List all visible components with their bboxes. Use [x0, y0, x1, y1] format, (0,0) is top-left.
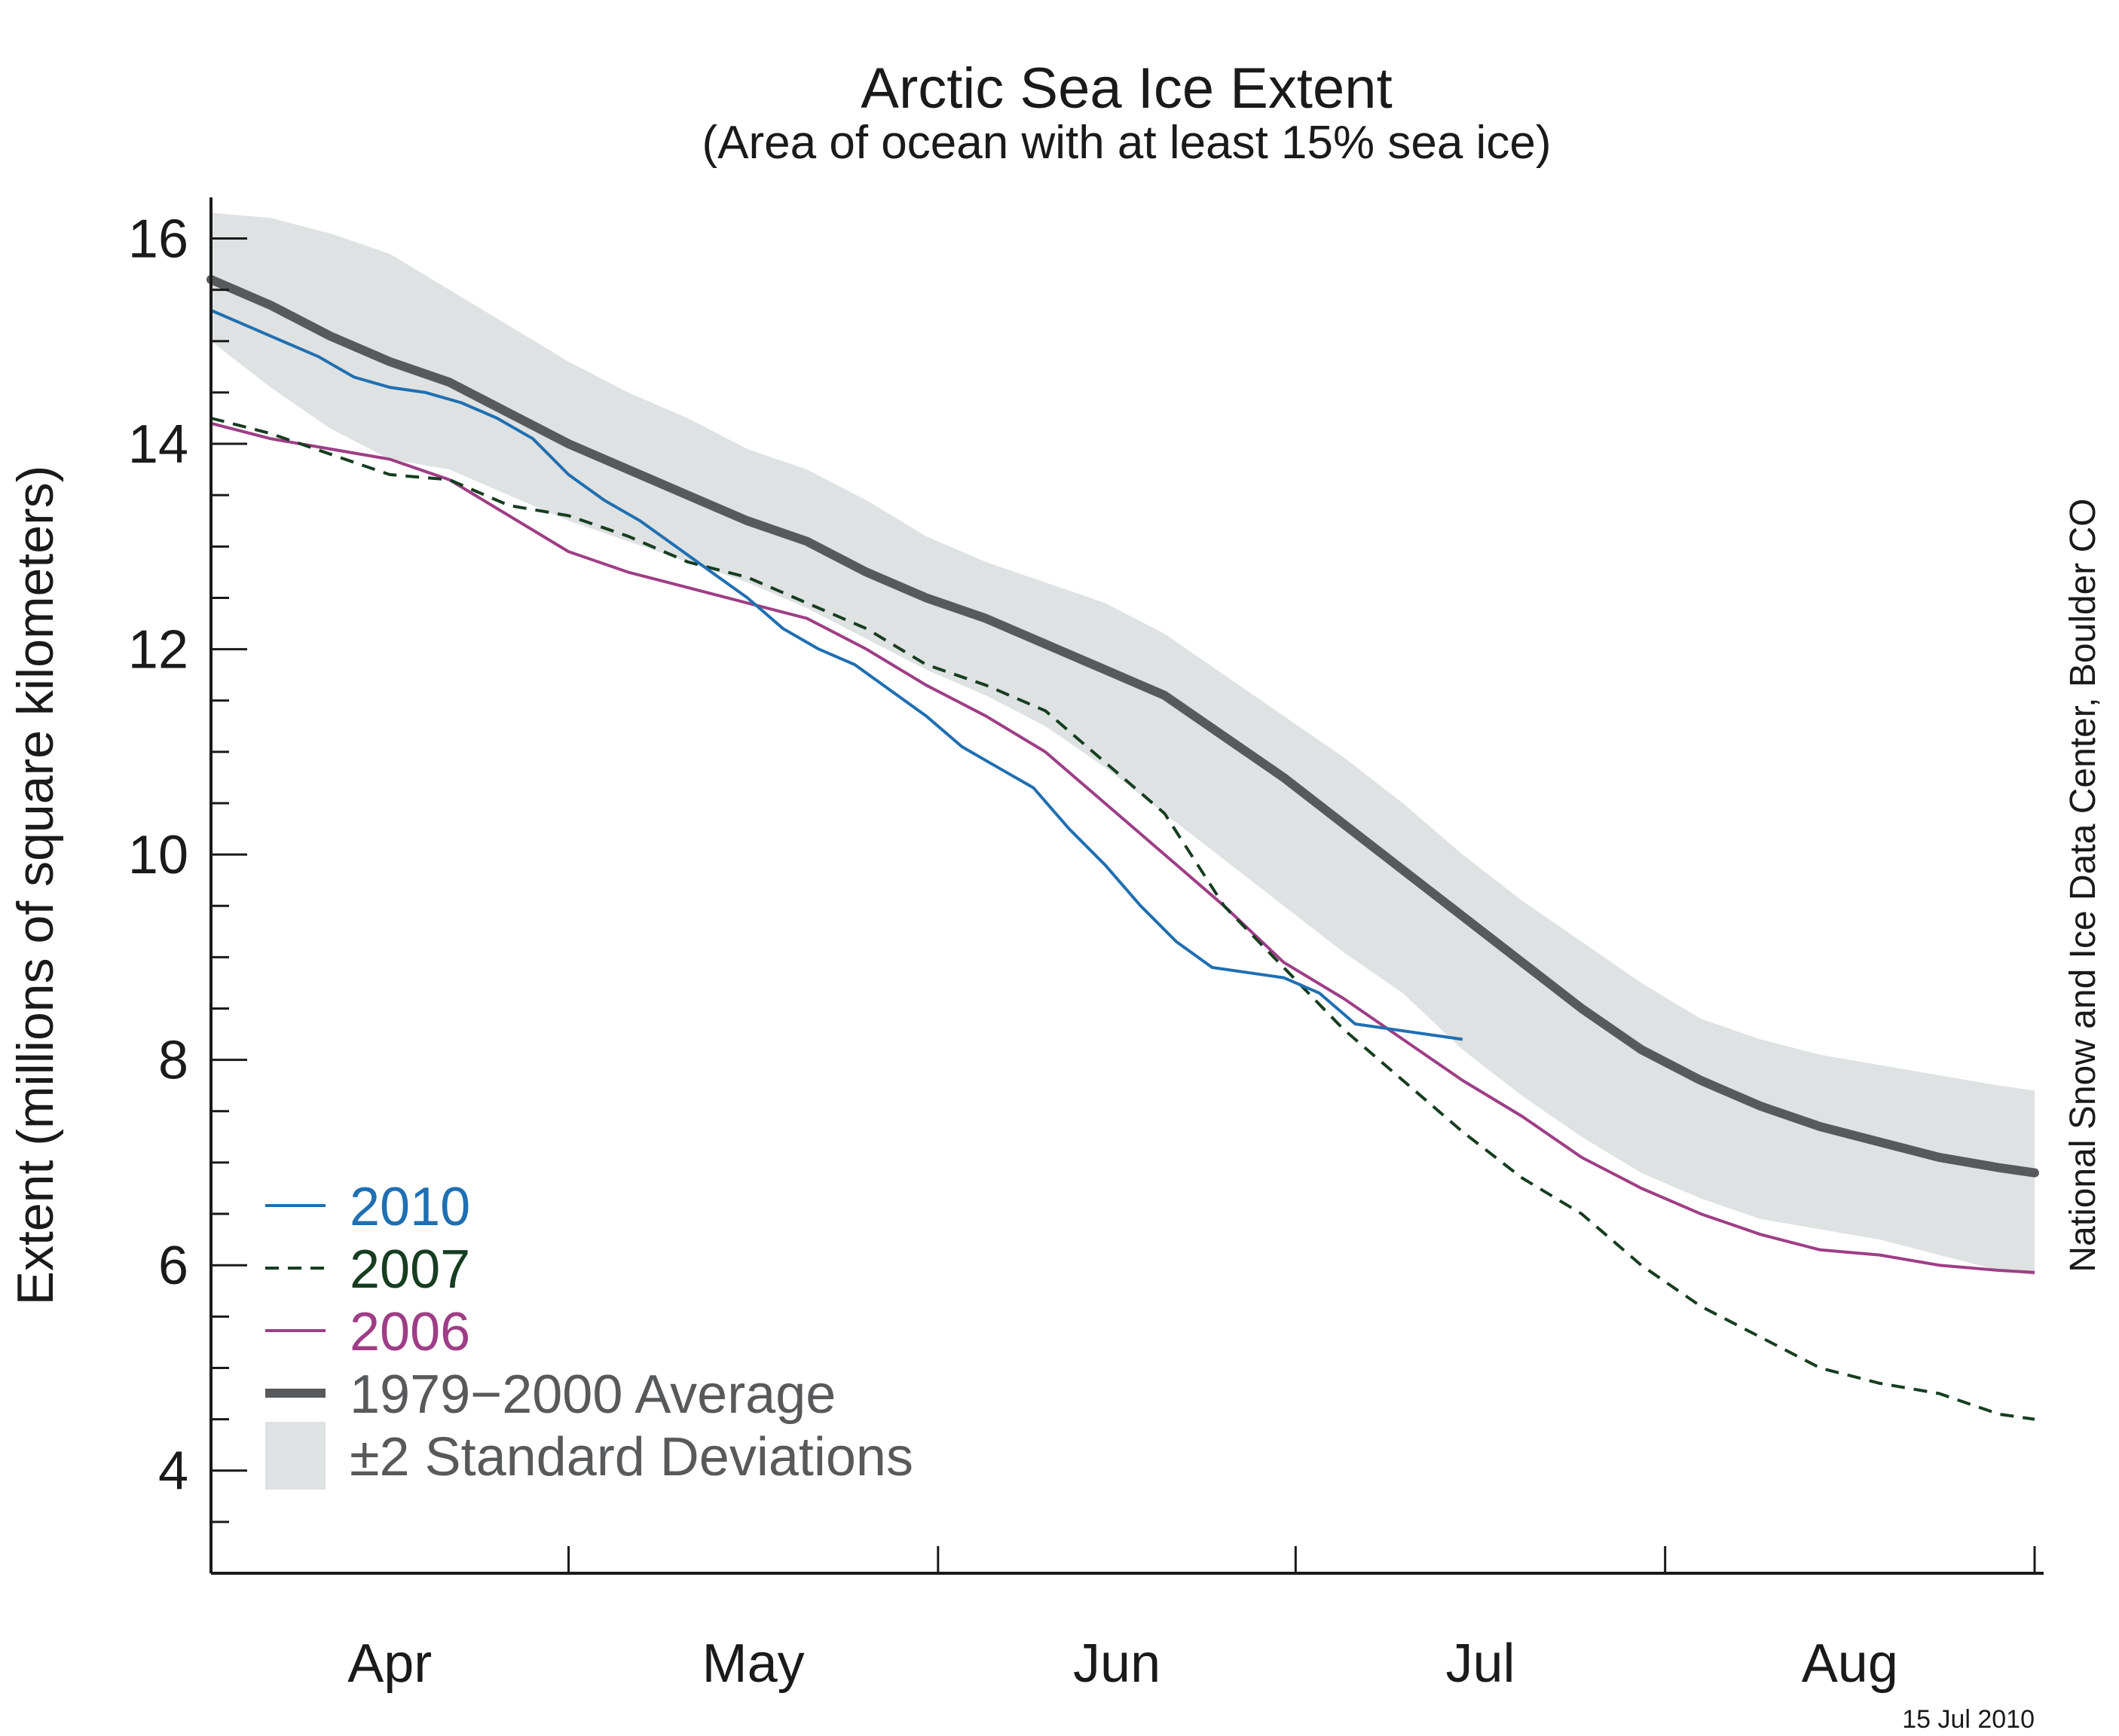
series-line-2006	[210, 421, 2035, 1274]
y-ticks: 4 6 8 10 12 14 16	[128, 209, 247, 1524]
y-tick-label: 6	[158, 1236, 188, 1296]
legend-swatch-band	[265, 1422, 326, 1490]
axes	[209, 197, 2044, 1575]
legend-label: 2006	[350, 1302, 470, 1362]
std-dev-band-layer	[211, 212, 2035, 1276]
legend-label: ±2 Standard Deviations	[350, 1427, 913, 1487]
average-line	[206, 275, 2039, 1178]
legend-label: 1979−2000 Average	[350, 1365, 836, 1425]
x-ticks: Apr May Jun Jul Aug	[209, 1546, 2036, 1694]
chart-subtitle: (Area of ocean with at least 15% sea ice…	[702, 117, 1552, 169]
y-tick-label: 8	[158, 1031, 188, 1091]
series-line-2010	[210, 309, 1463, 1041]
y-tick-label: 10	[128, 825, 188, 885]
legend-label: 2010	[350, 1177, 470, 1237]
x-tick-label: Jul	[1445, 1634, 1515, 1694]
x-tick-label: Apr	[347, 1634, 432, 1694]
y-tick-label: 16	[128, 209, 188, 270]
chart-title: Arctic Sea Ice Extent	[861, 57, 1392, 121]
x-tick-label: May	[702, 1634, 805, 1694]
y-tick-label: 14	[128, 414, 188, 475]
credit-text: National Snow and Ice Data Center, Bould…	[2063, 498, 2103, 1272]
y-tick-label: 4	[158, 1441, 188, 1502]
x-tick-label: Aug	[1802, 1634, 1898, 1694]
y-tick-label: 12	[128, 620, 188, 680]
std-dev-band	[211, 212, 2035, 1276]
series-line-2007	[210, 417, 2035, 1421]
x-tick-label: Jun	[1073, 1634, 1160, 1694]
average-line-layer	[206, 275, 2039, 1178]
y-axis-label: Extent (millions of square kilometers)	[7, 466, 64, 1306]
series-layer	[210, 309, 2035, 1421]
date-stamp: 15 Jul 2010	[1902, 1705, 2035, 1734]
legend-label: 2007	[350, 1239, 470, 1300]
